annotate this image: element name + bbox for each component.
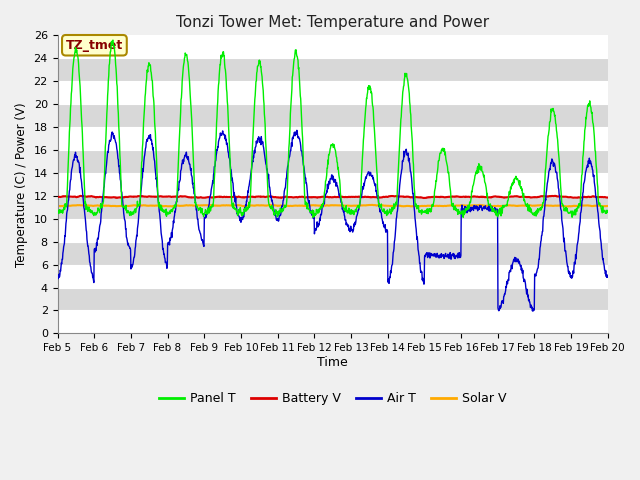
Bar — [58, 219, 608, 242]
Y-axis label: Temperature (C) / Power (V): Temperature (C) / Power (V) — [15, 102, 28, 267]
Bar — [58, 173, 608, 196]
X-axis label: Time: Time — [317, 356, 348, 369]
Title: Tonzi Tower Met: Temperature and Power: Tonzi Tower Met: Temperature and Power — [176, 15, 489, 30]
Bar — [58, 311, 608, 334]
Text: TZ_tmet: TZ_tmet — [66, 39, 123, 52]
Bar — [58, 264, 608, 288]
Bar — [58, 127, 608, 150]
Legend: Panel T, Battery V, Air T, Solar V: Panel T, Battery V, Air T, Solar V — [154, 387, 511, 410]
Bar — [58, 36, 608, 58]
Bar — [58, 81, 608, 104]
